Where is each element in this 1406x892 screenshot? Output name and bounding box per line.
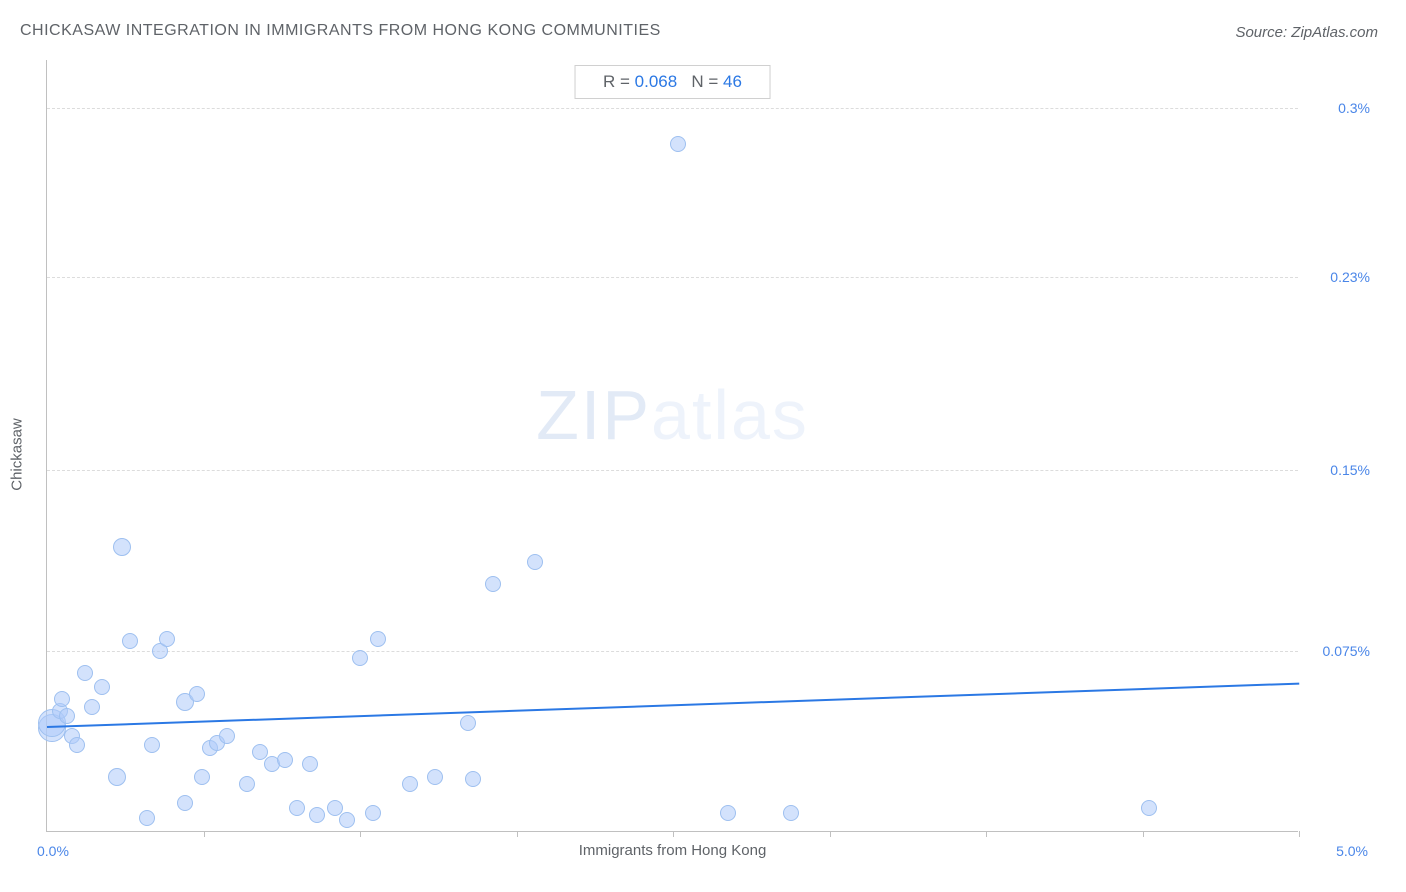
x-tick-mark: [204, 831, 205, 837]
scatter-point: [108, 768, 126, 786]
x-axis-label: Immigrants from Hong Kong: [579, 842, 767, 859]
y-tick-label: 0.15%: [1330, 462, 1370, 478]
y-tick-label: 0.3%: [1338, 100, 1370, 116]
scatter-point: [139, 810, 155, 826]
plot-area: ZIPatlas R = 0.068 N = 46 Chickasaw Immi…: [46, 60, 1298, 832]
x-tick-mark: [673, 831, 674, 837]
scatter-point: [189, 686, 205, 702]
x-tick-mark: [1299, 831, 1300, 837]
x-tick-mark: [1143, 831, 1144, 837]
scatter-point: [1141, 800, 1157, 816]
n-value: 46: [723, 72, 742, 91]
x-tick-mark: [517, 831, 518, 837]
scatter-point: [309, 807, 325, 823]
scatter-point: [352, 650, 368, 666]
watermark-bold: ZIP: [536, 376, 651, 454]
gridline-h: [47, 108, 1298, 109]
scatter-point: [239, 776, 255, 792]
scatter-point: [339, 812, 355, 828]
scatter-point: [219, 728, 235, 744]
scatter-point: [159, 631, 175, 647]
scatter-point: [670, 136, 686, 152]
scatter-point: [94, 679, 110, 695]
x-tick-mark: [830, 831, 831, 837]
gridline-h: [47, 651, 1298, 652]
watermark: ZIPatlas: [536, 375, 809, 455]
gridline-h: [47, 470, 1298, 471]
scatter-point: [69, 737, 85, 753]
scatter-point: [194, 769, 210, 785]
scatter-point: [122, 633, 138, 649]
scatter-point: [370, 631, 386, 647]
x-tick-min-label: 0.0%: [37, 843, 69, 859]
scatter-point: [485, 576, 501, 592]
scatter-point: [144, 737, 160, 753]
scatter-point: [277, 752, 293, 768]
trend-line: [47, 682, 1299, 727]
chart-title: CHICKASAW INTEGRATION IN IMMIGRANTS FROM…: [20, 22, 661, 40]
scatter-point: [84, 699, 100, 715]
y-tick-label: 0.075%: [1323, 643, 1370, 659]
y-axis-label: Chickasaw: [9, 418, 26, 491]
stats-box: R = 0.068 N = 46: [574, 65, 771, 99]
gridline-h: [47, 277, 1298, 278]
x-tick-mark: [360, 831, 361, 837]
scatter-point: [302, 756, 318, 772]
scatter-point: [327, 800, 343, 816]
x-tick-mark: [986, 831, 987, 837]
scatter-point: [402, 776, 418, 792]
r-label: R =: [603, 72, 635, 91]
scatter-point: [527, 554, 543, 570]
scatter-point: [720, 805, 736, 821]
y-tick-label: 0.23%: [1330, 269, 1370, 285]
scatter-point: [113, 538, 131, 556]
scatter-point: [427, 769, 443, 785]
watermark-light: atlas: [651, 376, 809, 454]
scatter-point: [177, 795, 193, 811]
scatter-point: [289, 800, 305, 816]
n-label: N =: [691, 72, 723, 91]
scatter-point: [252, 744, 268, 760]
x-tick-max-label: 5.0%: [1336, 843, 1368, 859]
scatter-point: [783, 805, 799, 821]
scatter-point: [465, 771, 481, 787]
scatter-point: [460, 715, 476, 731]
scatter-point: [54, 691, 70, 707]
r-value: 0.068: [635, 72, 678, 91]
source-attribution: Source: ZipAtlas.com: [1235, 24, 1378, 41]
scatter-point: [77, 665, 93, 681]
scatter-point: [59, 708, 75, 724]
scatter-point: [365, 805, 381, 821]
